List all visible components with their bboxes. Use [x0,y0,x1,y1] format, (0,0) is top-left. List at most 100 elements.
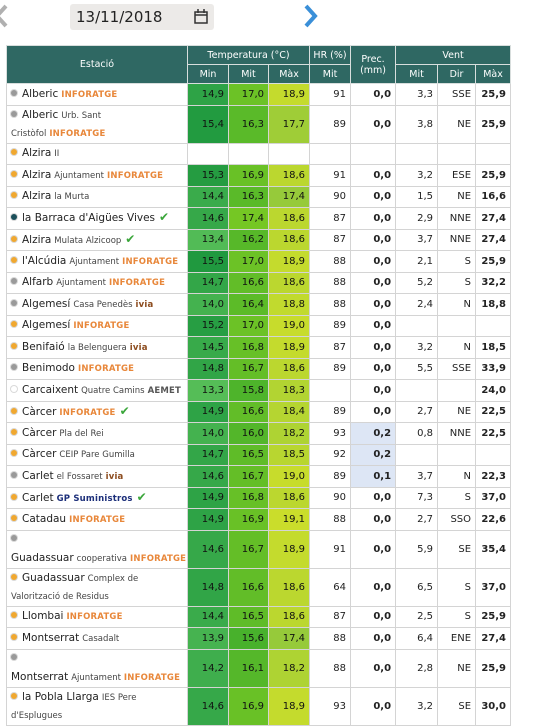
station-status-dot [11,235,17,242]
verified-check: ✔ [119,403,130,418]
value-cell: 16,6 [475,185,512,208]
station-cell: Càrcer INFORATGE ✔ [6,400,188,423]
value-cell: 22,6 [475,508,512,531]
station-row: Càrcer INFORATGE ✔ 14,9 16,6 18,4 89 0,0 2,7 NE 22… [6,400,512,423]
station-network: INFORATGE [66,612,123,623]
value-cell: 0,0 [350,357,397,380]
value-cell: 22,3 [475,465,512,488]
value-cell: 14,9 [187,400,229,423]
station-row: Carlet GP Suministros ✔ 14,9 16,8 18,6 90 0,0 7,… [6,486,512,509]
wind-subheader: Mit [395,64,439,84]
value-cell: 92 [309,443,352,466]
value-cell: 0,0 [350,228,397,251]
station-detail: Ajuntament [71,672,121,683]
prev-day[interactable] [0,3,10,29]
value-cell: 19,0 [267,465,311,488]
value-cell: NNE [437,207,477,230]
value-cell: 25,9 [475,605,512,628]
value-cell: 37,0 [475,486,512,509]
value-cell: 16,7 [228,465,269,488]
station-detail: CEIP Pare Gumilla [59,450,135,461]
value-cell: 93 [309,686,352,726]
value-cell: 16,7 [228,529,269,569]
value-cell: 16,0 [228,422,269,445]
value-cell: 0,0 [350,314,397,337]
date-input[interactable]: 13/11/2018 [70,4,214,30]
station-status-dot [11,364,17,371]
value-cell [475,314,512,337]
station-name: Llombai [22,610,64,623]
value-cell: 0,0 [350,293,397,316]
value-cell: 18,6 [267,271,311,294]
station-network: AEMET [147,385,182,396]
value-cell: 15,3 [187,164,229,187]
station-status-dot [11,692,17,699]
station-name: Alberic [22,108,59,121]
value-cell: 16,9 [228,686,269,726]
value-cell: 5,2 [395,271,439,294]
station-name: Guadassuar [22,571,85,584]
station-row: Càrcer Pla del Rei 14,0 16,0 18,2 93 0,2 0,8 NNE… [6,422,512,445]
value-cell: 16,8 [228,336,269,359]
station-network: ivia [135,299,154,310]
value-cell [395,443,439,466]
value-cell: 18,6 [267,605,311,628]
station-row: la Pobla Llarga IES Pere d'Esplugues 14,6 1… [6,686,512,726]
value-cell: 16,3 [228,185,269,208]
value-cell: 37,0 [475,567,512,607]
station-detail: Pla del Rei [59,428,104,439]
value-cell: 90 [309,486,352,509]
value-cell: 14,9 [187,508,229,531]
value-cell: 14,8 [187,357,229,380]
station-status-dot [11,278,17,285]
value-cell: 18,3 [267,379,311,402]
station-name: Alzira [22,190,52,203]
next-day[interactable] [302,3,320,29]
station-network: INFORATGE [61,89,118,100]
station-cell: la Pobla Llarga IES Pere d'Esplugues [6,686,188,726]
value-cell: 2,1 [395,250,439,273]
calendar-icon[interactable] [194,9,208,24]
station-name: Alzira [22,233,52,246]
value-cell: 17,7 [267,104,311,144]
station-name: Benifaió [22,340,65,353]
value-cell: NE [437,648,477,688]
station-status-dot [11,612,17,619]
value-cell: NE [437,104,477,144]
value-cell: 0,0 [350,605,397,628]
value-cell: 17,4 [267,627,311,650]
value-cell: 0,2 [350,422,397,445]
value-cell: 17,4 [267,185,311,208]
station-row: Càrcer CEIP Pare Gumilla 14,7 16,5 18,5 92 0,2 [6,443,512,466]
value-cell: 2,7 [395,508,439,531]
value-cell: 0,0 [350,104,397,144]
station-cell: Guadassuar cooperativa INFORATGE [6,529,188,569]
station-detail: la Murta [54,192,90,203]
value-cell: 91 [309,529,352,569]
value-cell: 16,3 [228,104,269,144]
station-detail: el Fossaret [56,471,103,482]
station-row: Alfarb Ajuntament INFORATGE 14,7 16,6 18,6 88 0… [6,271,512,294]
value-cell: 2,8 [395,648,439,688]
value-cell: 15,5 [187,250,229,273]
station-network: ivia [129,342,148,353]
station-detail: Quatre Camins [81,385,145,396]
value-cell: 88 [309,250,352,273]
value-cell: 88 [309,293,352,316]
value-cell: 25,9 [475,83,512,106]
station-cell: Carlet el Fossaret ivia [6,465,188,488]
value-cell: 0,8 [395,422,439,445]
value-cell: 14,8 [187,567,229,607]
value-cell: 18,9 [267,529,311,569]
station-network: INFORATGE [107,170,164,181]
value-cell: ESE [437,164,477,187]
value-cell: 87 [309,228,352,251]
station-cell: Alberic Urb. Sant Cristòfol INFORATGE [6,104,188,144]
station-name: Algemesí [22,297,71,310]
value-cell: 14,2 [187,648,229,688]
temperature-subheader: Min [187,64,229,84]
value-cell: 91 [309,164,352,187]
value-cell: 18,6 [267,207,311,230]
station-cell: Algemesí Casa Penedès ivia [6,293,188,316]
value-cell: 0,0 [350,400,397,423]
